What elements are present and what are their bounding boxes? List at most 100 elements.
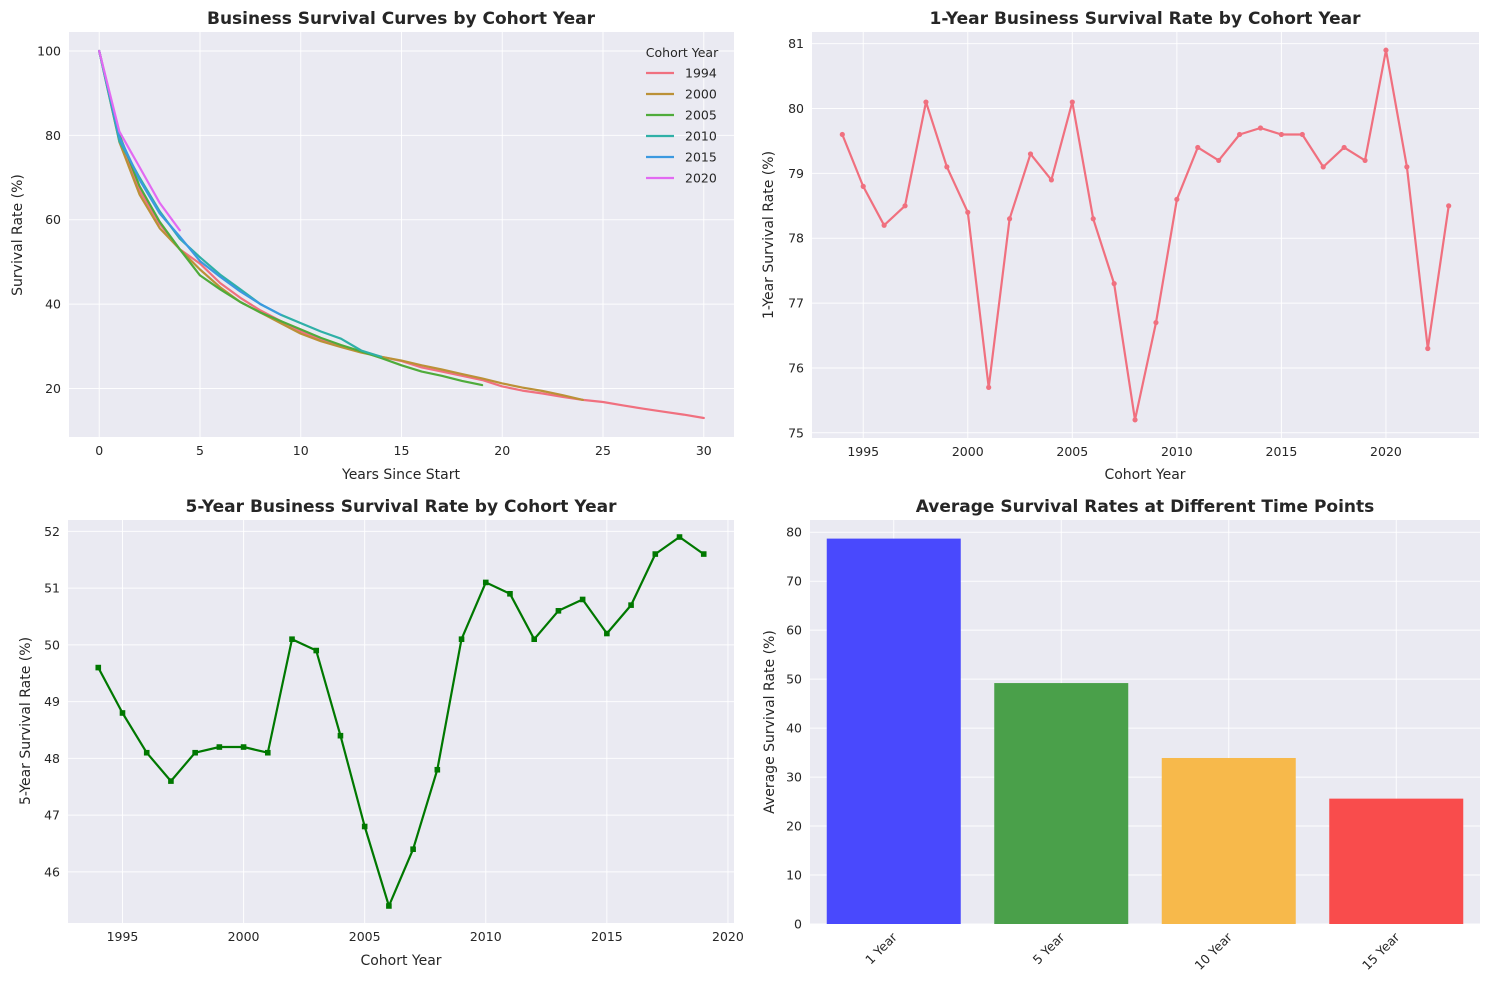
x-axis-label: Years Since Start (341, 467, 461, 483)
grid (812, 32, 1479, 438)
bar-15-year (1329, 798, 1464, 924)
x-tick-label: 10 (293, 443, 309, 458)
data-point (1090, 216, 1096, 222)
data-point (965, 209, 971, 215)
x-tick-label: 2000 (228, 929, 260, 944)
x-axis-label: Cohort Year (1104, 467, 1185, 483)
data-point (1425, 345, 1431, 352)
data-point (313, 647, 320, 654)
y-tick-label: 40 (786, 721, 802, 736)
x-tick-label: 2000 (952, 444, 984, 459)
y-tick-label: 0 (794, 917, 802, 932)
y-tick-label: 47 (44, 808, 60, 823)
y-tick-label: 60 (45, 212, 61, 227)
x-tick-label: 15 (394, 443, 410, 458)
data-point (1341, 144, 1347, 151)
y-tick-label: 48 (44, 751, 60, 766)
data-point (361, 823, 368, 830)
y-tick-label: 80 (788, 101, 804, 116)
data-point (1132, 417, 1138, 423)
panel-survival-curves: 0 5 10 15 20 25 30 20 40 60 80 100 Business Surviv… (10, 9, 734, 483)
y-tick-label: 50 (786, 672, 802, 687)
legend-title: Cohort Year (646, 45, 719, 60)
data-point (482, 579, 489, 586)
y-tick-label: 79 (788, 166, 804, 181)
data-point (1362, 157, 1368, 164)
y-tick-label: 80 (786, 525, 802, 540)
data-point (1278, 131, 1285, 138)
x-tick-label: 25 (595, 443, 611, 458)
y-tick-label: 81 (788, 36, 804, 51)
chart-title: 5-Year Business Survival Rate by Cohort … (186, 497, 618, 517)
y-axis-label: 1-Year Survival Rate (%) (761, 151, 777, 319)
x-tick-label: 0 (95, 443, 103, 458)
data-point (1236, 131, 1243, 138)
x-tick-label: 2010 (1161, 444, 1193, 459)
panel-average-survival-bars: 1 Year 5 Year 10 Year 15 Year 0 10 20 30 40 50 60… (762, 497, 1480, 973)
data-point (1111, 281, 1117, 287)
series-line-2010 (98, 49, 383, 358)
y-tick-label: 52 (44, 524, 60, 539)
data-point (507, 590, 513, 597)
data-point (410, 846, 416, 853)
x-ticks: 1995 2000 2005 2010 2015 2020 (847, 444, 1402, 459)
legend-label-2005: 2005 (685, 108, 717, 123)
y-tick-label: 51 (44, 581, 60, 596)
y-ticks: 75 76 77 78 79 80 81 (788, 36, 804, 440)
panel-five-year-survival: 1995 2000 2005 2010 2015 2020 46474849505152 … (18, 497, 744, 969)
y-axis-label: Survival Rate (%) (10, 174, 26, 296)
x-tick-label: 1995 (107, 929, 139, 944)
data-point (1069, 99, 1075, 105)
data-point (1027, 151, 1034, 157)
series-line-2015 (98, 49, 282, 316)
data-point (555, 608, 562, 614)
x-axis-label: Cohort Year (360, 953, 441, 969)
grid (69, 32, 734, 437)
y-ticks: 46 47 48 49 50 51 52 (44, 524, 60, 880)
legend: Cohort Year 1994 2000 2005 2010 2015 2020 (646, 45, 719, 186)
series-line-0 (97, 535, 705, 908)
data-point (944, 164, 950, 170)
y-tick-label: 77 (788, 296, 804, 311)
panel-one-year-survival: 1995 2000 2005 2010 2015 2020 75767778798081 … (761, 9, 1479, 483)
legend-label-1994: 1994 (685, 66, 717, 81)
bar-1-year (826, 538, 961, 924)
data-point (337, 732, 344, 739)
data-point (700, 551, 707, 557)
data-point (652, 551, 659, 557)
y-tick-label: 49 (44, 694, 60, 709)
data-point (289, 636, 295, 642)
x-tick-label: 10 Year (1191, 929, 1235, 973)
data-point (1320, 164, 1326, 170)
x-tick-label: 5 Year (1030, 929, 1068, 967)
legend-label-2000: 2000 (685, 87, 717, 102)
data-point (386, 903, 392, 909)
x-tick-label: 2015 (1266, 444, 1298, 459)
series-line-2020 (98, 49, 181, 232)
data-point (95, 664, 102, 671)
data-point (986, 384, 992, 391)
y-tick-label: 76 (788, 360, 804, 375)
x-ticks: 0 5 10 15 20 25 30 (95, 443, 712, 458)
data-point (458, 636, 465, 642)
data-point (1174, 196, 1180, 202)
data-point (192, 749, 198, 756)
data-point (628, 602, 634, 608)
x-tick-label: 15 Year (1359, 929, 1403, 973)
data-point (579, 596, 586, 603)
x-tick-label: 2015 (591, 929, 623, 944)
y-tick-label: 10 (786, 868, 802, 883)
x-tick-label: 30 (696, 443, 712, 458)
x-tick-label: 1 Year (862, 929, 900, 967)
data-point (902, 203, 908, 209)
series-lines (95, 534, 707, 909)
y-tick-label: 40 (45, 297, 61, 312)
data-point (604, 630, 610, 637)
x-ticks: 1 Year 5 Year 10 Year 15 Year (862, 929, 1403, 973)
data-point (1195, 144, 1201, 151)
bars (826, 538, 1464, 924)
series-line-0 (841, 49, 1450, 421)
data-point (1404, 164, 1410, 170)
y-tick-label: 20 (786, 819, 802, 834)
